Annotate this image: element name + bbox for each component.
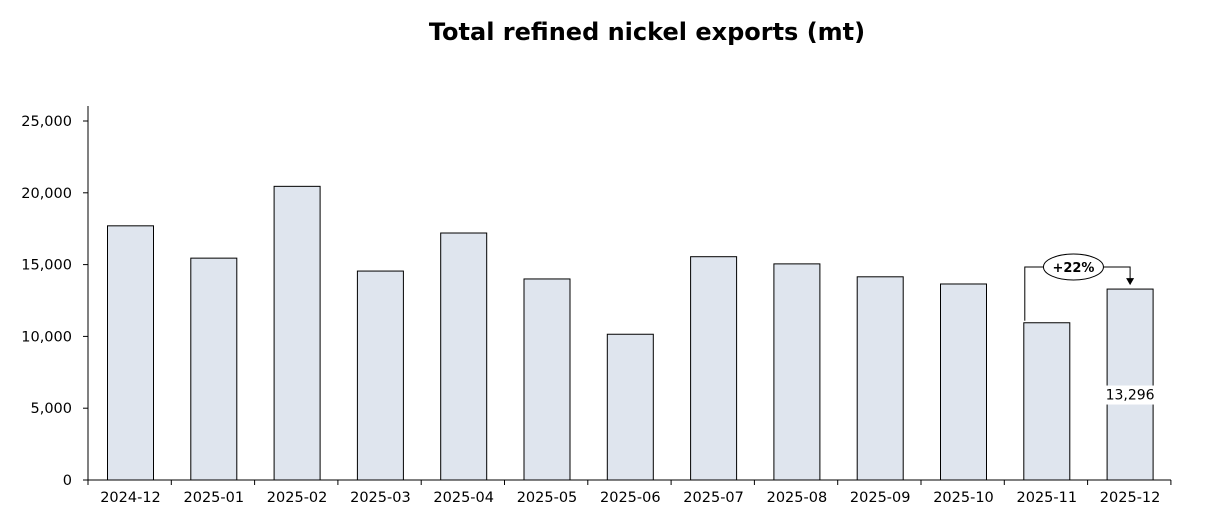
bar-2025-02 (273, 185, 321, 481)
growth-annotation: +22% (1024, 253, 1135, 321)
x-tick-label: 2025-03 (350, 490, 411, 506)
y-tick-label: 0 (63, 473, 72, 489)
bar-2025-07 (690, 256, 738, 481)
bar-2024-12 (107, 225, 154, 481)
x-tick-label: 2025-02 (267, 490, 328, 506)
labels: 2024-12 2025-01 2025-02 2025-03 2025-04 2025-… (100, 385, 1161, 506)
x-tick-label: 2025-04 (433, 490, 494, 506)
bar-2025-11 (1023, 322, 1071, 481)
x-tick-label: 2025-11 (1017, 490, 1078, 506)
annotation-line-left (1024, 266, 1044, 321)
bar-2025-06 (606, 333, 654, 481)
x-tick-label: 2025-05 (517, 490, 578, 506)
annotation-bubble (1042, 253, 1104, 281)
annotation-line-right (1103, 266, 1131, 280)
bars (107, 185, 1154, 481)
x-tick-label: 2025-08 (767, 490, 828, 506)
bar-2025-09 (856, 276, 904, 481)
x-tick-label: 2025-06 (600, 490, 661, 506)
y-tick-label: 10,000 (21, 329, 72, 345)
x-tick-label: 2024-12 (100, 490, 161, 506)
bar-2025-01 (190, 257, 238, 481)
bar-2025-04 (440, 232, 488, 481)
bar-2025-05 (523, 278, 571, 481)
x-tick-label: 2025-12 (1100, 490, 1161, 506)
y-tick-label: 5,000 (30, 401, 72, 417)
chart-title: Total refined nickel exports (mt) (428, 18, 866, 46)
y-tick-label: 20,000 (21, 186, 72, 202)
data-label: 13,296 (1106, 388, 1155, 404)
bar-2025-08 (773, 263, 821, 481)
data-label-bg (1102, 385, 1159, 405)
x-tick-label: 2025-01 (184, 490, 245, 506)
annotation-text: +22% (1052, 261, 1094, 276)
annotation-arrowhead (1126, 278, 1135, 286)
bar-2025-03 (356, 270, 404, 481)
bar-2025-10 (940, 283, 987, 481)
x-tick-label: 2025-09 (850, 490, 911, 506)
y-tick-label: 25,000 (21, 114, 72, 130)
y-tick-label: 15,000 (21, 258, 72, 274)
bar-2025-12 (1106, 288, 1154, 481)
x-tick-label: 2025-10 (933, 490, 994, 506)
x-tick-label: 2025-07 (683, 490, 744, 506)
